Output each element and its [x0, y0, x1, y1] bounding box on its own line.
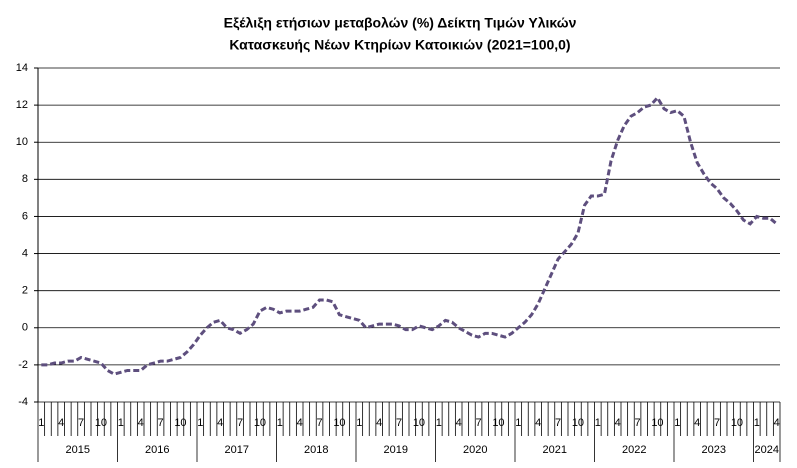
x-tick-label: 1 [595, 417, 601, 429]
x-tick-label: 4 [297, 417, 303, 429]
x-tick-label: 1 [197, 417, 203, 429]
x-tick-label: 1 [356, 417, 362, 429]
x-tick-label: 4 [456, 417, 462, 429]
data-line [41, 95, 778, 376]
x-tick-label: 4 [694, 417, 700, 429]
y-tick-label: 14 [16, 62, 28, 74]
y-tick-label: 0 [22, 322, 28, 334]
year-label: 2021 [543, 444, 567, 456]
year-label: 2016 [145, 444, 169, 456]
y-tick-label: 10 [16, 136, 28, 148]
y-tick-label: 12 [16, 99, 28, 111]
x-tick-label: 4 [138, 417, 144, 429]
x-tick-label: 7 [158, 417, 164, 429]
x-tick-label: 7 [635, 417, 641, 429]
x-tick-label: 7 [714, 417, 720, 429]
year-label: 2017 [225, 444, 249, 456]
x-tick-label: 7 [237, 417, 243, 429]
year-label: 2023 [702, 444, 726, 456]
x-tick-label: 4 [774, 417, 780, 429]
x-tick-label: 1 [754, 417, 760, 429]
x-tick-label: 7 [476, 417, 482, 429]
x-tick-label: 10 [572, 417, 584, 429]
x-tick-label: 10 [731, 417, 743, 429]
x-tick-label: 7 [555, 417, 561, 429]
x-tick-label: 1 [277, 417, 283, 429]
year-label: 2015 [66, 444, 90, 456]
x-tick-label: 4 [376, 417, 382, 429]
x-tick-label: 10 [492, 417, 504, 429]
year-label: 2022 [622, 444, 646, 456]
chart-title: Κατασκευής Νέων Κτηρίων Κατοικιών (2021=… [229, 37, 570, 53]
y-tick-label: -2 [18, 359, 28, 371]
x-tick-label: 4 [615, 417, 621, 429]
x-tick-label: 10 [254, 417, 266, 429]
year-label: 2020 [463, 444, 487, 456]
chart-title: Εξέλιξη ετήσιων μεταβολών (%) Δείκτη Τιμ… [224, 15, 577, 31]
y-tick-label: 8 [22, 173, 28, 185]
x-tick-label: 1 [38, 417, 44, 429]
x-tick-label: 1 [118, 417, 124, 429]
y-tick-label: 6 [22, 210, 28, 222]
x-tick-label: 4 [217, 417, 223, 429]
y-tick-label: 4 [22, 247, 28, 259]
x-tick-label: 7 [396, 417, 402, 429]
x-tick-label: 7 [317, 417, 323, 429]
x-tick-label: 1 [436, 417, 442, 429]
x-tick-label: 7 [78, 417, 84, 429]
y-tick-label: -4 [18, 396, 28, 408]
x-tick-label: 10 [174, 417, 186, 429]
year-label: 2024 [755, 444, 779, 456]
x-tick-label: 1 [674, 417, 680, 429]
x-tick-label: 4 [535, 417, 541, 429]
x-tick-label: 10 [651, 417, 663, 429]
year-label: 2019 [384, 444, 408, 456]
x-tick-label: 10 [413, 417, 425, 429]
x-tick-label: 1 [515, 417, 521, 429]
x-tick-label: 4 [58, 417, 64, 429]
x-tick-label: 10 [333, 417, 345, 429]
x-tick-label: 10 [95, 417, 107, 429]
y-tick-label: 2 [22, 285, 28, 297]
year-label: 2018 [304, 444, 328, 456]
